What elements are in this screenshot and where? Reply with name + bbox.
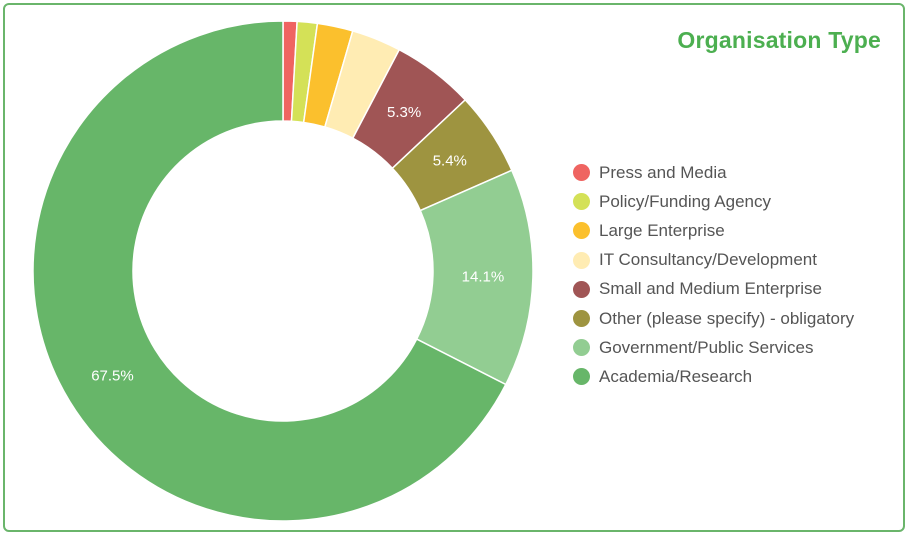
slice-label-government-public-services: 14.1% xyxy=(462,269,505,286)
legend-label: Government/Public Services xyxy=(599,337,814,357)
donut-slice-academia-research[interactable] xyxy=(32,20,507,522)
legend-item-press-and-media[interactable]: Press and Media xyxy=(573,158,854,187)
slice-label-small-and-medium-enterprise: 5.3% xyxy=(387,104,421,121)
legend-item-academia-research[interactable]: Academia/Research xyxy=(573,362,854,391)
chart-legend: Press and Media Policy/Funding Agency La… xyxy=(573,158,854,392)
legend-swatch xyxy=(573,368,590,386)
donut-slices xyxy=(32,20,534,522)
legend-swatch xyxy=(573,193,590,211)
legend-swatch xyxy=(573,310,590,328)
legend-label: Small and Medium Enterprise xyxy=(599,279,822,299)
legend-item-other[interactable]: Other (please specify) - obligatory xyxy=(573,304,854,333)
legend-swatch xyxy=(573,251,590,269)
legend-item-policy-funding-agency[interactable]: Policy/Funding Agency xyxy=(573,187,854,216)
legend-swatch xyxy=(573,164,590,182)
legend-item-government-public-services[interactable]: Government/Public Services xyxy=(573,333,854,362)
slice-label-academia-research: 67.5% xyxy=(91,367,134,384)
legend-label: Large Enterprise xyxy=(599,220,725,240)
legend-label: IT Consultancy/Development xyxy=(599,250,817,270)
legend-item-it-consultancy-development[interactable]: IT Consultancy/Development xyxy=(573,246,854,275)
slice-label-other-please-specify-obligatory: 5.4% xyxy=(433,153,467,170)
donut-slice-labels: 5.3% 5.4% 14.1% 67.5% xyxy=(91,104,504,385)
legend-label: Press and Media xyxy=(599,162,727,182)
legend-label: Academia/Research xyxy=(599,366,753,386)
legend-swatch xyxy=(573,280,590,298)
chart-title: Organisation Type xyxy=(677,27,881,53)
legend-swatch xyxy=(573,339,590,357)
legend-label: Policy/Funding Agency xyxy=(599,191,771,211)
chart-card: Organisation Type 5.3% 5.4% 14.1% 67.5% Pre… xyxy=(3,3,905,532)
legend-item-large-enterprise[interactable]: Large Enterprise xyxy=(573,216,854,245)
legend-swatch xyxy=(573,222,590,240)
legend-item-small-and-medium-enterprise[interactable]: Small and Medium Enterprise xyxy=(573,275,854,304)
legend-label: Other (please specify) - obligatory xyxy=(599,308,855,328)
donut-chart: 5.3% 5.4% 14.1% 67.5% xyxy=(32,20,534,522)
